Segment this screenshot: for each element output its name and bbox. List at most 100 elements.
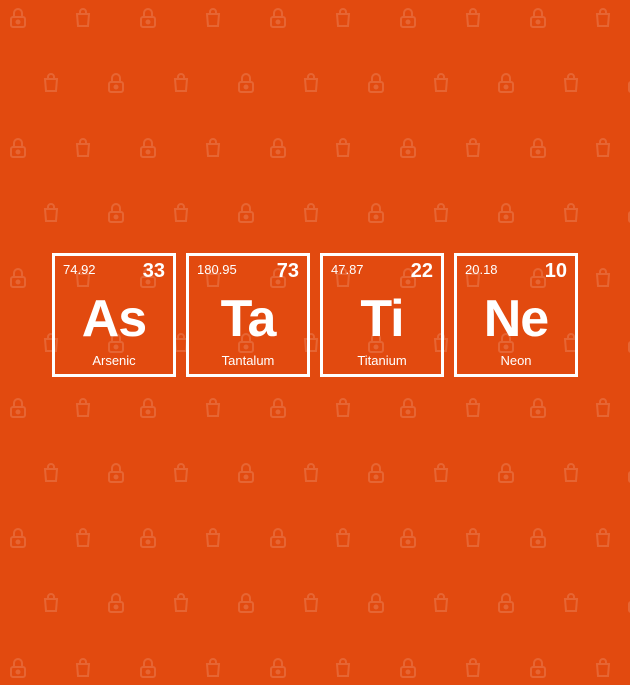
- lock-icon: [624, 201, 630, 225]
- element-name: Neon: [457, 353, 575, 368]
- bag-icon: [429, 71, 453, 95]
- lock-icon: [6, 396, 30, 420]
- bag-icon: [169, 461, 193, 485]
- element-name: Arsenic: [55, 353, 173, 368]
- lock-icon: [136, 526, 160, 550]
- lock-icon: [104, 201, 128, 225]
- element-symbol: Ta: [221, 293, 276, 345]
- bag-icon: [299, 201, 323, 225]
- lock-icon: [624, 331, 630, 355]
- lock-icon: [234, 71, 258, 95]
- lock-icon: [396, 526, 420, 550]
- bag-icon: [461, 656, 485, 680]
- lock-icon: [6, 656, 30, 680]
- lock-icon: [494, 461, 518, 485]
- bag-icon: [429, 201, 453, 225]
- lock-icon: [494, 201, 518, 225]
- element-tile-arsenic: 74.92 33 As Arsenic: [52, 253, 176, 377]
- lock-icon: [6, 526, 30, 550]
- element-name: Titanium: [323, 353, 441, 368]
- bag-icon: [169, 591, 193, 615]
- lock-icon: [364, 591, 388, 615]
- bag-icon: [201, 656, 225, 680]
- lock-icon: [234, 201, 258, 225]
- lock-icon: [266, 6, 290, 30]
- lock-icon: [526, 656, 550, 680]
- element-tile-tantalum: 180.95 73 Ta Tantalum: [186, 253, 310, 377]
- bag-icon: [591, 136, 615, 160]
- lock-icon: [526, 136, 550, 160]
- atomic-number: 73: [277, 260, 299, 283]
- bag-icon: [299, 591, 323, 615]
- bag-icon: [39, 201, 63, 225]
- bag-icon: [201, 396, 225, 420]
- bag-icon: [591, 266, 615, 290]
- lock-icon: [104, 461, 128, 485]
- periodic-element-row: 74.92 33 As Arsenic 180.95 73 Ta Tantalu…: [52, 253, 578, 377]
- lock-icon: [396, 6, 420, 30]
- bag-icon: [559, 71, 583, 95]
- bag-icon: [591, 656, 615, 680]
- bag-icon: [331, 526, 355, 550]
- lock-icon: [494, 591, 518, 615]
- element-symbol: Ti: [360, 293, 403, 345]
- lock-icon: [104, 591, 128, 615]
- bag-icon: [39, 461, 63, 485]
- lock-icon: [526, 526, 550, 550]
- atomic-number: 10: [545, 260, 567, 283]
- atomic-mass: 180.95: [197, 262, 237, 277]
- atomic-mass: 47.87: [331, 262, 364, 277]
- bag-icon: [201, 6, 225, 30]
- bag-icon: [331, 136, 355, 160]
- bag-icon: [201, 136, 225, 160]
- lock-icon: [136, 656, 160, 680]
- lock-icon: [266, 136, 290, 160]
- lock-icon: [136, 6, 160, 30]
- lock-icon: [234, 461, 258, 485]
- bag-icon: [559, 201, 583, 225]
- element-symbol: Ne: [484, 293, 548, 345]
- lock-icon: [266, 656, 290, 680]
- lock-icon: [624, 461, 630, 485]
- lock-icon: [494, 71, 518, 95]
- lock-icon: [104, 71, 128, 95]
- lock-icon: [266, 396, 290, 420]
- bag-icon: [71, 136, 95, 160]
- lock-icon: [396, 136, 420, 160]
- bag-icon: [429, 591, 453, 615]
- bag-icon: [331, 6, 355, 30]
- bag-icon: [71, 6, 95, 30]
- lock-icon: [526, 396, 550, 420]
- lock-icon: [364, 71, 388, 95]
- bag-icon: [559, 591, 583, 615]
- lock-icon: [624, 591, 630, 615]
- atomic-number: 22: [411, 260, 433, 283]
- bag-icon: [331, 396, 355, 420]
- lock-icon: [624, 71, 630, 95]
- bag-icon: [39, 591, 63, 615]
- lock-icon: [6, 266, 30, 290]
- element-name: Tantalum: [189, 353, 307, 368]
- lock-icon: [364, 201, 388, 225]
- bag-icon: [169, 201, 193, 225]
- lock-icon: [234, 591, 258, 615]
- bag-icon: [429, 461, 453, 485]
- atomic-mass: 74.92: [63, 262, 96, 277]
- atomic-number: 33: [143, 260, 165, 283]
- bag-icon: [39, 71, 63, 95]
- lock-icon: [364, 461, 388, 485]
- bag-icon: [71, 656, 95, 680]
- bag-icon: [461, 6, 485, 30]
- bag-icon: [331, 656, 355, 680]
- bag-icon: [461, 396, 485, 420]
- lock-icon: [526, 6, 550, 30]
- bag-icon: [71, 396, 95, 420]
- lock-icon: [136, 396, 160, 420]
- bag-icon: [71, 526, 95, 550]
- atomic-mass: 20.18: [465, 262, 498, 277]
- lock-icon: [266, 526, 290, 550]
- bag-icon: [461, 136, 485, 160]
- lock-icon: [396, 396, 420, 420]
- element-tile-neon: 20.18 10 Ne Neon: [454, 253, 578, 377]
- lock-icon: [396, 656, 420, 680]
